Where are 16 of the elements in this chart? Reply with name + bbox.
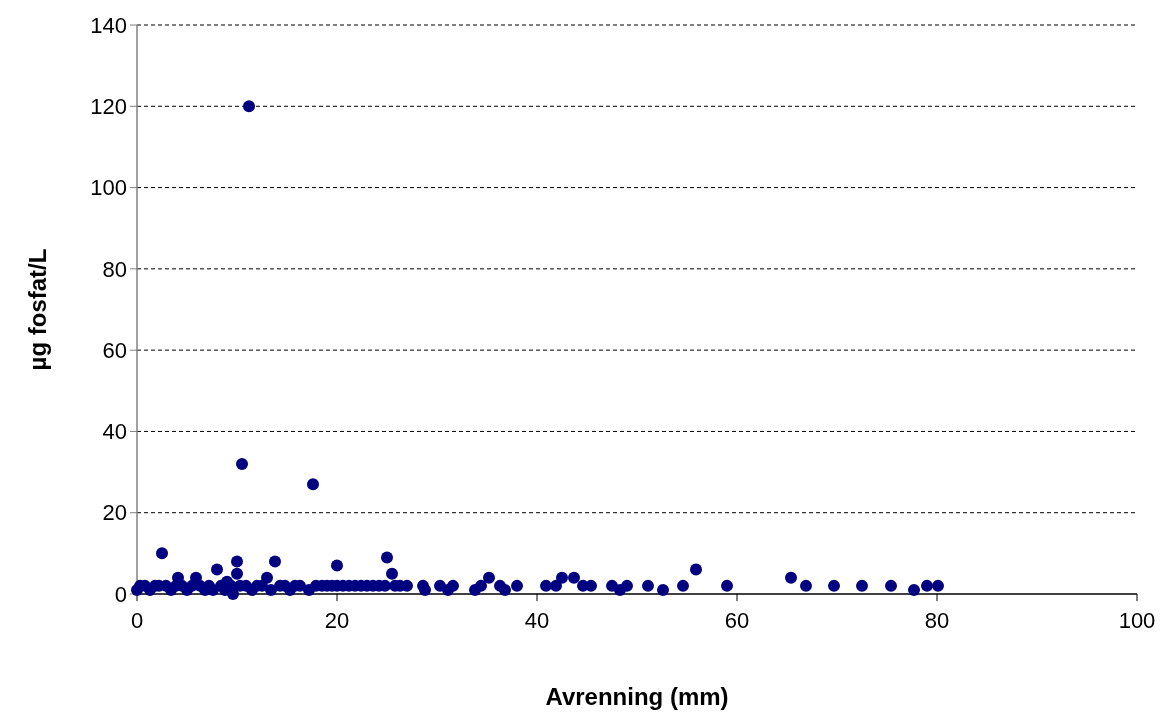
y-tick-label: 80: [102, 256, 127, 282]
x-axis-title: Avrenning (mm): [545, 683, 729, 710]
x-tick-label: 0: [130, 608, 144, 633]
y-tick-label: 100: [90, 175, 127, 201]
x-tick-label: 60: [724, 608, 750, 633]
y-tick-label: 20: [102, 500, 127, 526]
y-tick-label: 0: [114, 581, 127, 607]
y-tick-label: 40: [102, 419, 127, 445]
x-tick-label: 100: [1118, 608, 1156, 633]
y-tick-label: 120: [90, 93, 127, 119]
x-tick-label: 20: [324, 608, 350, 633]
x-tick-label: 80: [924, 608, 950, 633]
x-tick-label: 40: [524, 608, 550, 633]
y-axis-title: µg fosfat/L: [24, 248, 51, 371]
y-tick-label: 140: [90, 12, 127, 38]
y-tick-label: 60: [102, 337, 127, 363]
